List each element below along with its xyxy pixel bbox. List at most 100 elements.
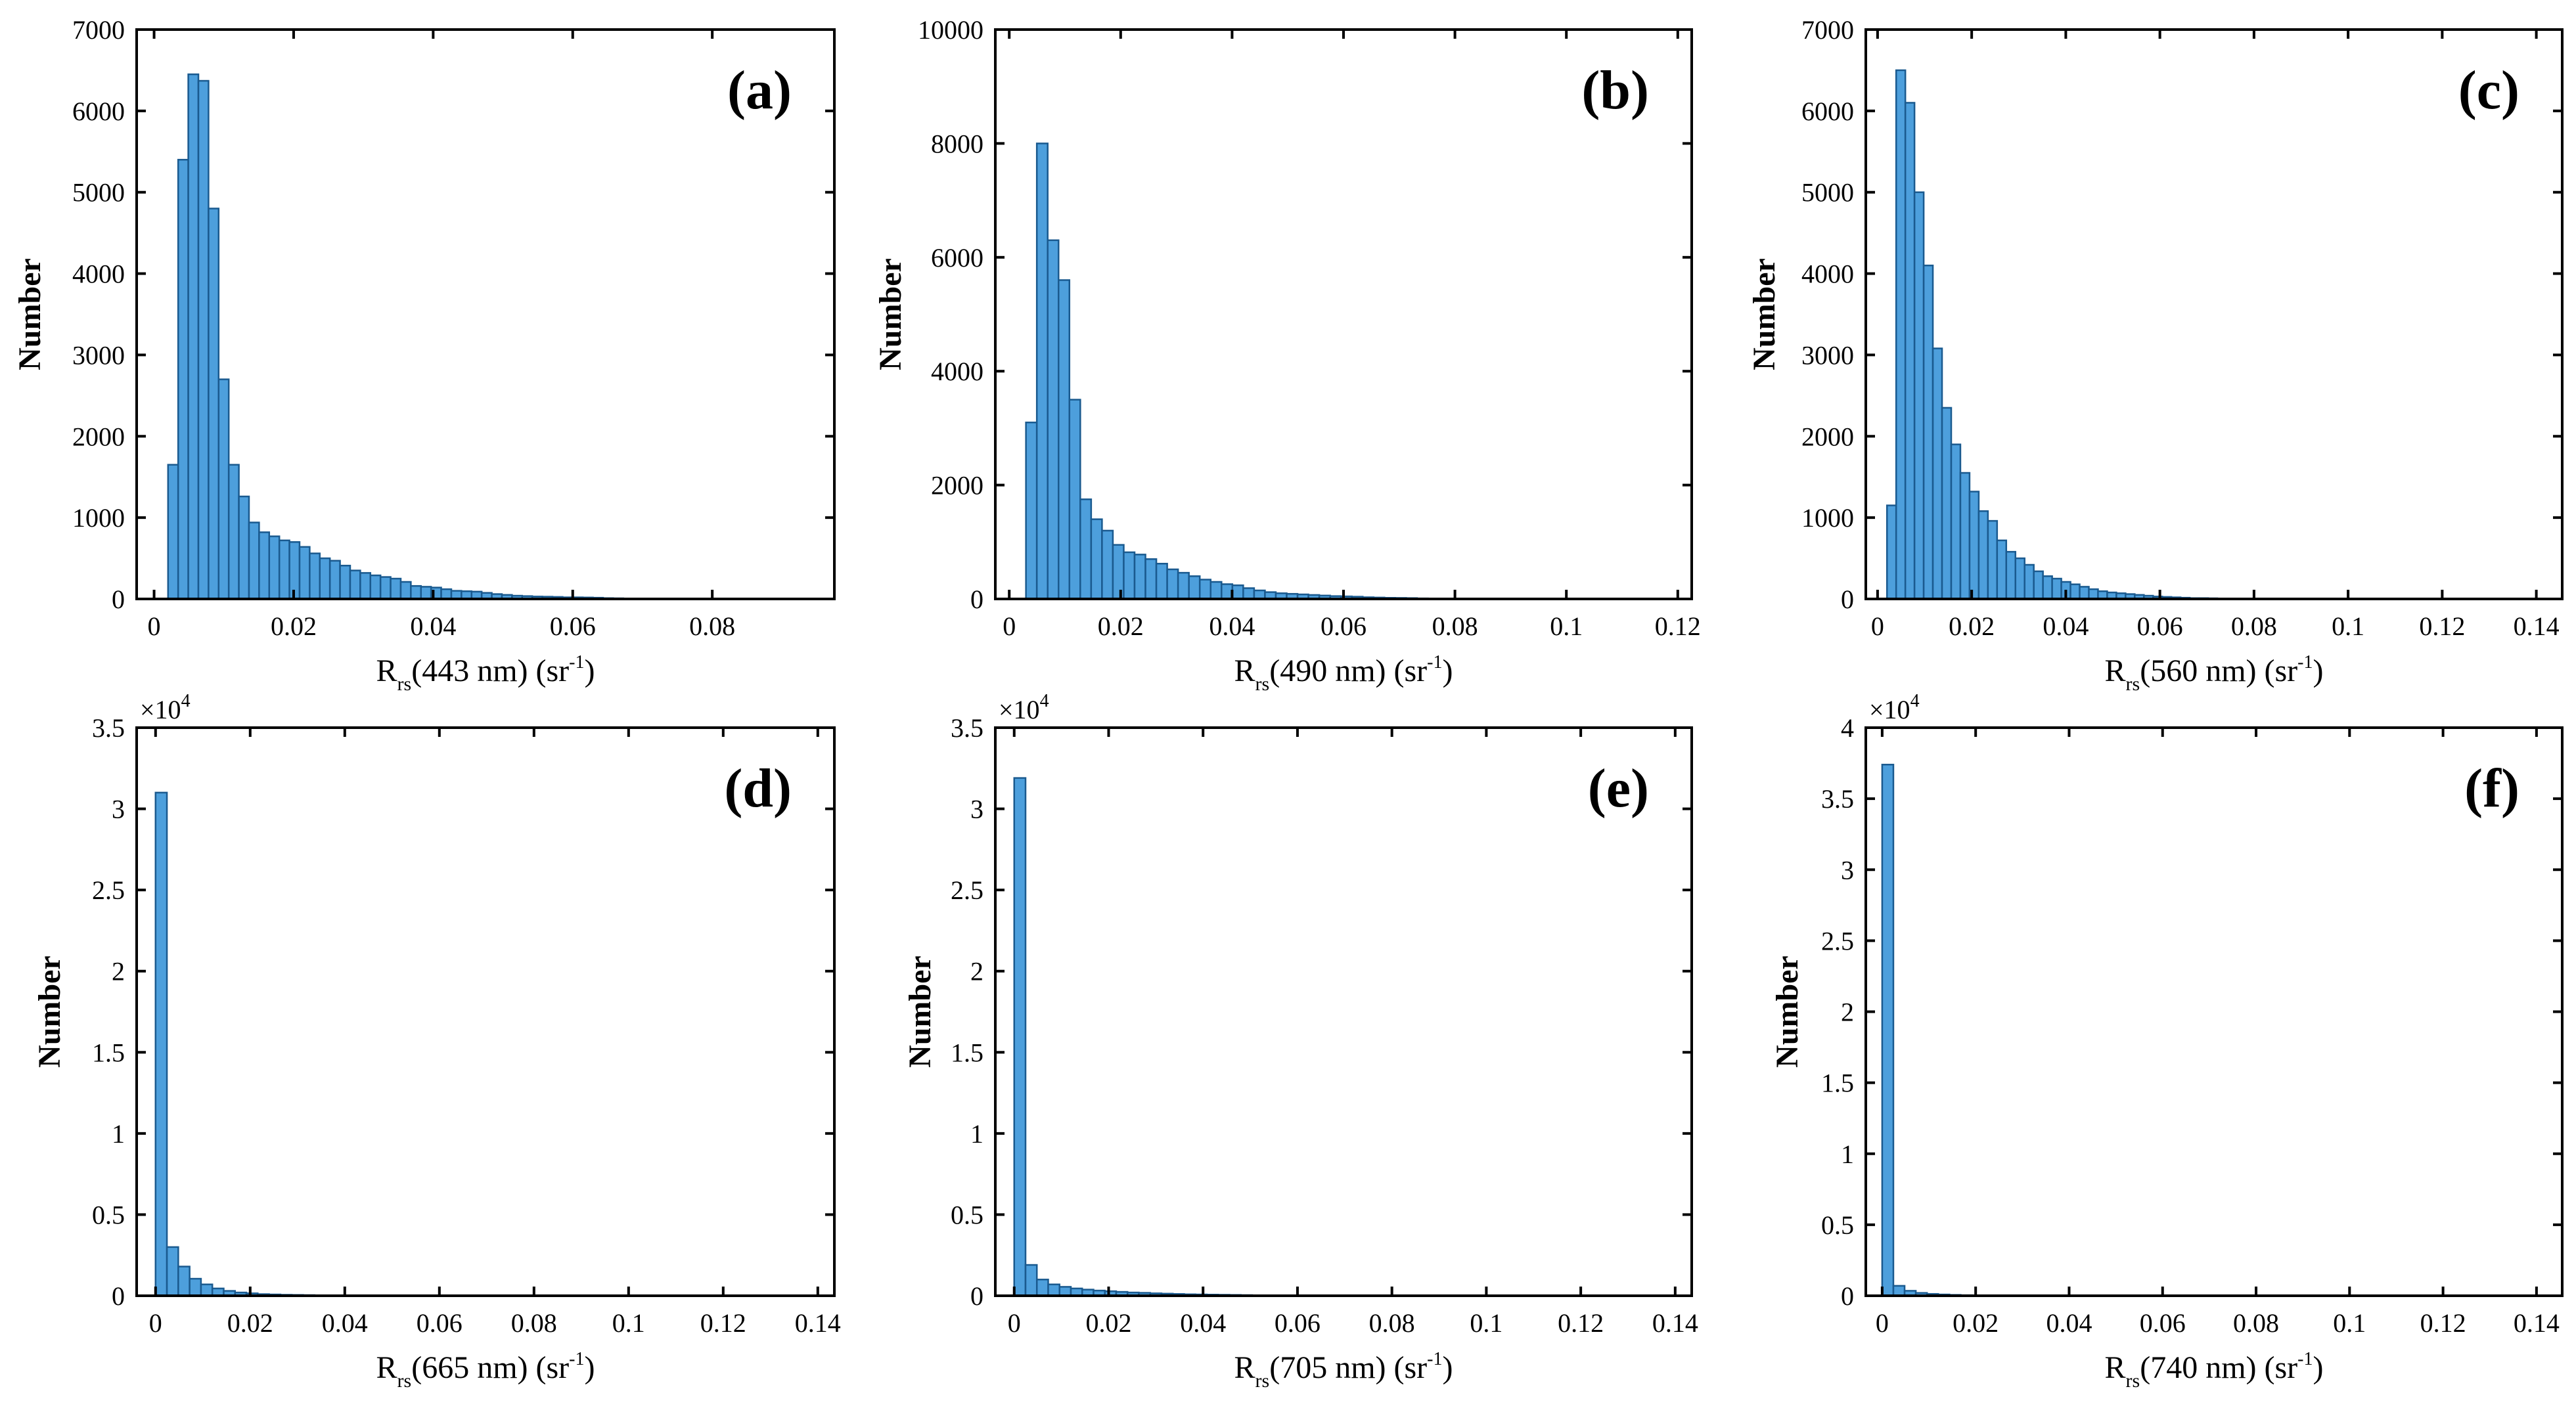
- histogram-bar: [1091, 519, 1102, 599]
- y-tick-label: 5000: [72, 178, 125, 208]
- histogram-bar: [2016, 558, 2025, 599]
- histogram-bar: [1211, 582, 1222, 599]
- histogram-bar: [1102, 531, 1113, 599]
- panel-label: (d): [724, 758, 792, 819]
- x-tick-label: 0: [1876, 1308, 1889, 1338]
- y-tick-label: 1.5: [1821, 1069, 1854, 1098]
- y-tick-label: 1: [112, 1119, 125, 1149]
- histogram-bar: [1232, 585, 1244, 599]
- y-tick-label: 4: [1841, 713, 1854, 743]
- histogram-bar: [1914, 192, 1924, 599]
- x-tick-label: 0: [1871, 611, 1884, 641]
- histogram-bar: [1026, 1265, 1037, 1296]
- x-tick-label: 0: [1008, 1308, 1021, 1338]
- histogram-bar: [1113, 545, 1124, 599]
- y-tick-label: 7000: [72, 15, 125, 45]
- x-tick-label: 0.08: [2231, 611, 2277, 641]
- x-tick-label: 0.08: [511, 1308, 557, 1338]
- histogram-bar: [360, 573, 370, 599]
- histogram-bar: [411, 586, 420, 599]
- histogram-bar: [350, 571, 360, 599]
- histogram-bar: [1882, 764, 1893, 1296]
- histogram-bar: [2006, 552, 2016, 599]
- histogram-bar: [1058, 280, 1070, 599]
- histogram-bar: [1960, 473, 1970, 599]
- panel-label: (b): [1581, 60, 1649, 121]
- histogram-bar: [1048, 1285, 1059, 1296]
- y-tick-label: 1: [1841, 1139, 1854, 1169]
- histogram-bar: [1979, 511, 1988, 599]
- histogram-bar: [2043, 576, 2052, 599]
- x-axis-label: Rrs(705 nm) (sr-1): [1234, 1349, 1453, 1392]
- histogram-bar: [269, 537, 279, 599]
- y-tick-label: 2: [1841, 998, 1854, 1027]
- x-tick-label: 0.02: [1953, 1308, 1999, 1338]
- x-tick-label: 0.04: [2043, 611, 2089, 641]
- y-tick-label: 0: [1841, 1281, 1854, 1311]
- histogram-bar: [1156, 563, 1167, 599]
- histogram-bar: [380, 577, 390, 599]
- y-tick-label: 7000: [1801, 15, 1854, 45]
- histogram-bar: [1048, 240, 1059, 599]
- histogram-bar: [1026, 422, 1037, 599]
- histogram-bar: [421, 586, 431, 599]
- histogram-bar: [189, 74, 198, 599]
- y-tick-label: 2.5: [92, 875, 125, 905]
- axis-multiplier: ×104: [140, 691, 191, 724]
- x-tick-label: 0.04: [1180, 1308, 1226, 1338]
- x-axis-label: Rrs(740 nm) (sr-1): [2105, 1349, 2324, 1392]
- y-tick-label: 0: [970, 585, 983, 614]
- histogram-bar: [1037, 143, 1048, 599]
- x-tick-label: 0.12: [1655, 611, 1701, 641]
- histogram-bar: [1997, 541, 2006, 599]
- histogram-bar: [2025, 565, 2034, 599]
- bars: [1026, 143, 1460, 599]
- y-tick-label: 3: [1841, 855, 1854, 885]
- x-tick-label: 0: [148, 611, 161, 641]
- y-tick-label: 6000: [72, 97, 125, 126]
- y-axis-label: Number: [12, 258, 47, 370]
- histogram-bar: [1896, 70, 1905, 599]
- y-tick-label: 10000: [918, 15, 983, 45]
- x-tick-label: 0.06: [417, 1308, 463, 1338]
- bars: [168, 74, 633, 599]
- y-axis-label: Number: [1747, 258, 1782, 370]
- y-tick-label: 6000: [1801, 97, 1854, 126]
- histogram-bar: [1221, 584, 1232, 599]
- y-axis-label: Number: [903, 956, 938, 1068]
- y-tick-label: 4000: [1801, 259, 1854, 289]
- axis-multiplier: ×104: [999, 691, 1049, 724]
- x-tick-label: 0.08: [1432, 611, 1478, 641]
- x-tick-label: 0.1: [1470, 1308, 1503, 1338]
- y-tick-label: 1000: [1801, 503, 1854, 533]
- histogram-bar: [1060, 1287, 1071, 1296]
- bars: [1887, 70, 2245, 599]
- axes-frame: [1866, 728, 2562, 1296]
- x-tick-label: 0.12: [700, 1308, 746, 1338]
- histogram-bar: [1893, 1286, 1905, 1296]
- y-tick-label: 3.5: [951, 713, 983, 743]
- x-tick-label: 0.08: [689, 611, 735, 641]
- histogram-bar: [168, 465, 178, 599]
- histogram-bar: [309, 554, 319, 599]
- y-tick-label: 4000: [72, 259, 125, 289]
- panel-label: (f): [2464, 758, 2520, 819]
- y-tick-label: 2: [112, 957, 125, 986]
- bars: [1014, 778, 1332, 1296]
- histogram-bar: [190, 1279, 201, 1296]
- x-tick-label: 0.02: [1098, 611, 1144, 641]
- y-tick-label: 0: [1841, 585, 1854, 614]
- histogram-bar: [1970, 492, 1979, 599]
- x-tick-label: 0.02: [1085, 1308, 1131, 1338]
- histogram-bar: [1905, 102, 1914, 599]
- bars: [156, 793, 394, 1296]
- x-tick-label: 0.02: [227, 1308, 273, 1338]
- histogram-bar: [2034, 571, 2043, 599]
- histogram-bar: [259, 532, 269, 599]
- x-tick-label: 0.14: [795, 1308, 841, 1338]
- x-tick-label: 0.06: [550, 611, 596, 641]
- histogram-bar: [371, 575, 380, 599]
